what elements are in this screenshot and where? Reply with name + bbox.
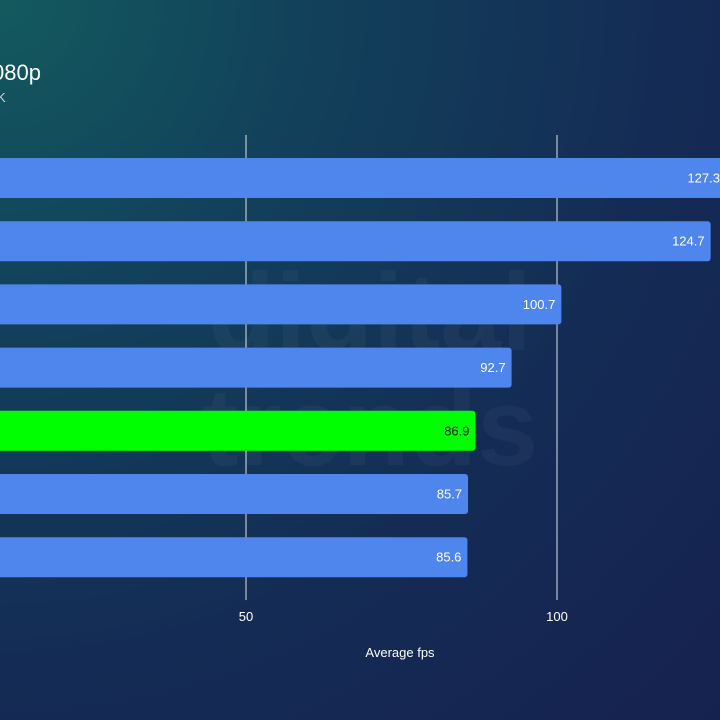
bar-value-label-5: 86.9 <box>444 423 469 438</box>
bar-value-label-6: 85.7 <box>437 487 462 502</box>
bars <box>0 158 720 578</box>
bar-3 <box>0 284 562 325</box>
bar-6 <box>0 474 469 514</box>
bar-value-label-2: 124.7 <box>672 234 705 249</box>
x-tick-label-50: 50 <box>239 609 253 624</box>
bar-2 <box>0 221 711 262</box>
bar-7 <box>0 537 468 578</box>
bar-value-label-7: 85.6 <box>436 550 461 565</box>
bar-4 <box>0 347 512 388</box>
bar-value-label-3: 100.7 <box>523 297 556 312</box>
bar-5 <box>0 410 476 451</box>
chart-title: 080p <box>0 60 41 85</box>
x-axis-label: Average fps <box>365 645 435 660</box>
tick-labels: 50 100 <box>239 609 568 624</box>
bar-labels: 127.3 124.7 100.7 92.7 86.9 85.7 85.6 <box>436 171 720 565</box>
bar-value-label-4: 92.7 <box>480 360 505 375</box>
bar-value-label-1: 127.3 <box>687 171 720 186</box>
chart-subtitle: K <box>0 90 6 105</box>
bar-1 <box>0 158 720 198</box>
x-tick-label-100: 100 <box>546 609 568 624</box>
